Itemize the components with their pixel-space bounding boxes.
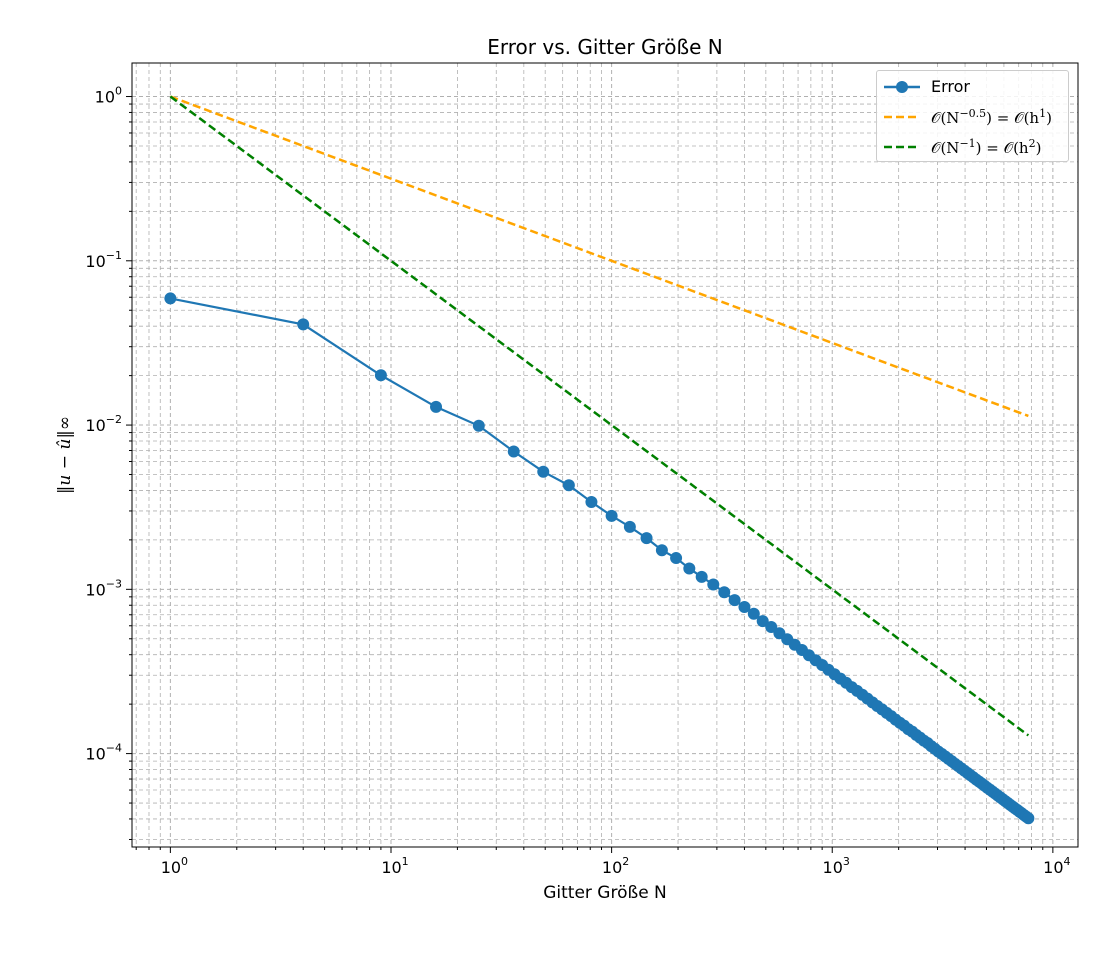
- x-tick-label: 101: [381, 855, 408, 877]
- legend-item-order-one: 𝒪(N−1) = 𝒪(h2): [877, 132, 1068, 162]
- legend-label-order-one-exp2: 2: [1028, 137, 1036, 150]
- data-point: [707, 578, 720, 591]
- data-point: [695, 570, 708, 583]
- legend-label-order-half-exp2: 1: [1039, 107, 1047, 120]
- chart-title: Error vs. Gitter Größe N: [487, 35, 722, 59]
- legend-item-error: Error: [877, 72, 1068, 102]
- series: [164, 95, 1035, 825]
- legend-swatch-error: [884, 81, 920, 93]
- data-point: [655, 544, 668, 557]
- data-point: [765, 620, 778, 633]
- data-point: [562, 479, 575, 492]
- legend-swatch-order-half: [884, 115, 920, 119]
- series-line-0: [170, 297, 1030, 820]
- data-point: [640, 532, 653, 545]
- data-point: [507, 445, 520, 458]
- legend-label-order-one: 𝒪(N−1) = 𝒪(h2): [931, 137, 1041, 157]
- legend-label-order-one-mid: ) = 𝒪(h: [975, 139, 1029, 157]
- x-tick-label: 104: [1043, 855, 1070, 877]
- legend-label-order-one-pre: 𝒪(N: [931, 139, 960, 157]
- data-point: [738, 601, 751, 614]
- x-tick-label: 102: [602, 855, 629, 877]
- data-point: [430, 400, 443, 413]
- y-tick-label: 100: [95, 85, 122, 107]
- data-point: [718, 586, 731, 599]
- series-line-1: [169, 95, 1029, 418]
- legend-label-error: Error: [931, 77, 970, 96]
- data-point: [728, 594, 741, 607]
- data-point: [623, 520, 636, 533]
- legend-swatch-order-one: [884, 145, 920, 149]
- legend-label-order-half-pre: 𝒪(N: [931, 109, 960, 127]
- y-tick-label: 10−4: [85, 742, 122, 764]
- series-line-2: [169, 95, 1030, 737]
- y-tick-label: 10−2: [85, 413, 122, 435]
- legend-label-order-one-exp1: −1: [959, 137, 976, 150]
- legend-label-order-half-exp1: −0.5: [959, 107, 987, 120]
- axis-ticks: 100 101 102 103 104 100 10−1 10−2 10−3 10−4: [85, 85, 1070, 877]
- legend-label-order-half-mid: ) = 𝒪(h: [986, 109, 1040, 127]
- legend-item-order-half: 𝒪(N−0.5) = 𝒪(h1): [877, 102, 1068, 132]
- legend-label-order-half: 𝒪(N−0.5) = 𝒪(h1): [931, 107, 1052, 127]
- x-axis-label: Gitter Größe N: [543, 883, 667, 903]
- data-point: [756, 615, 769, 628]
- data-point: [747, 607, 760, 620]
- legend-label-order-one-post: ): [1035, 139, 1042, 157]
- legend-label-order-half-post: ): [1046, 109, 1052, 127]
- grid: [132, 63, 1078, 847]
- data-point: [537, 465, 550, 478]
- data-point: [164, 292, 177, 305]
- data-point: [472, 419, 485, 432]
- x-tick-label: 103: [823, 855, 850, 877]
- data-point: [605, 509, 618, 522]
- y-tick-label: 10−1: [85, 249, 122, 271]
- x-tick-label: 100: [161, 855, 188, 877]
- data-point: [585, 496, 598, 509]
- data-point: [683, 562, 696, 575]
- data-point: [374, 369, 387, 382]
- y-axis-label-group: ‖u − û‖∞: [55, 416, 75, 494]
- y-axis-label: ‖u − û‖∞: [55, 416, 75, 494]
- plot-frame: [131, 62, 1079, 848]
- data-point: [1022, 812, 1035, 825]
- legend: Error 𝒪(N−0.5) = 𝒪(h1) 𝒪(N−1) = 𝒪(h2): [876, 70, 1069, 162]
- data-point: [297, 318, 310, 331]
- data-point: [670, 552, 683, 565]
- y-tick-label: 10−3: [85, 577, 122, 599]
